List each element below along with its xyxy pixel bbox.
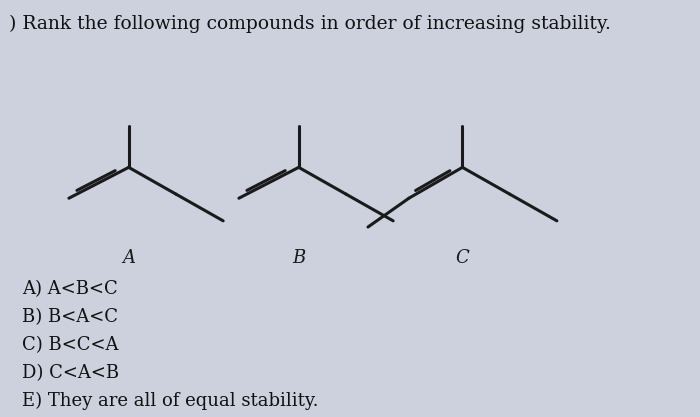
Text: C) B<C<A: C) B<C<A (22, 336, 118, 354)
Text: A: A (122, 249, 135, 267)
Text: B: B (292, 249, 305, 267)
Text: ) Rank the following compounds in order of increasing stability.: ) Rank the following compounds in order … (9, 15, 611, 33)
Text: C: C (456, 249, 469, 267)
Text: D) C<A<B: D) C<A<B (22, 364, 119, 382)
Text: B) B<A<C: B) B<A<C (22, 308, 118, 326)
Text: A) A<B<C: A) A<B<C (22, 280, 118, 298)
Text: E) They are all of equal stability.: E) They are all of equal stability. (22, 392, 318, 410)
